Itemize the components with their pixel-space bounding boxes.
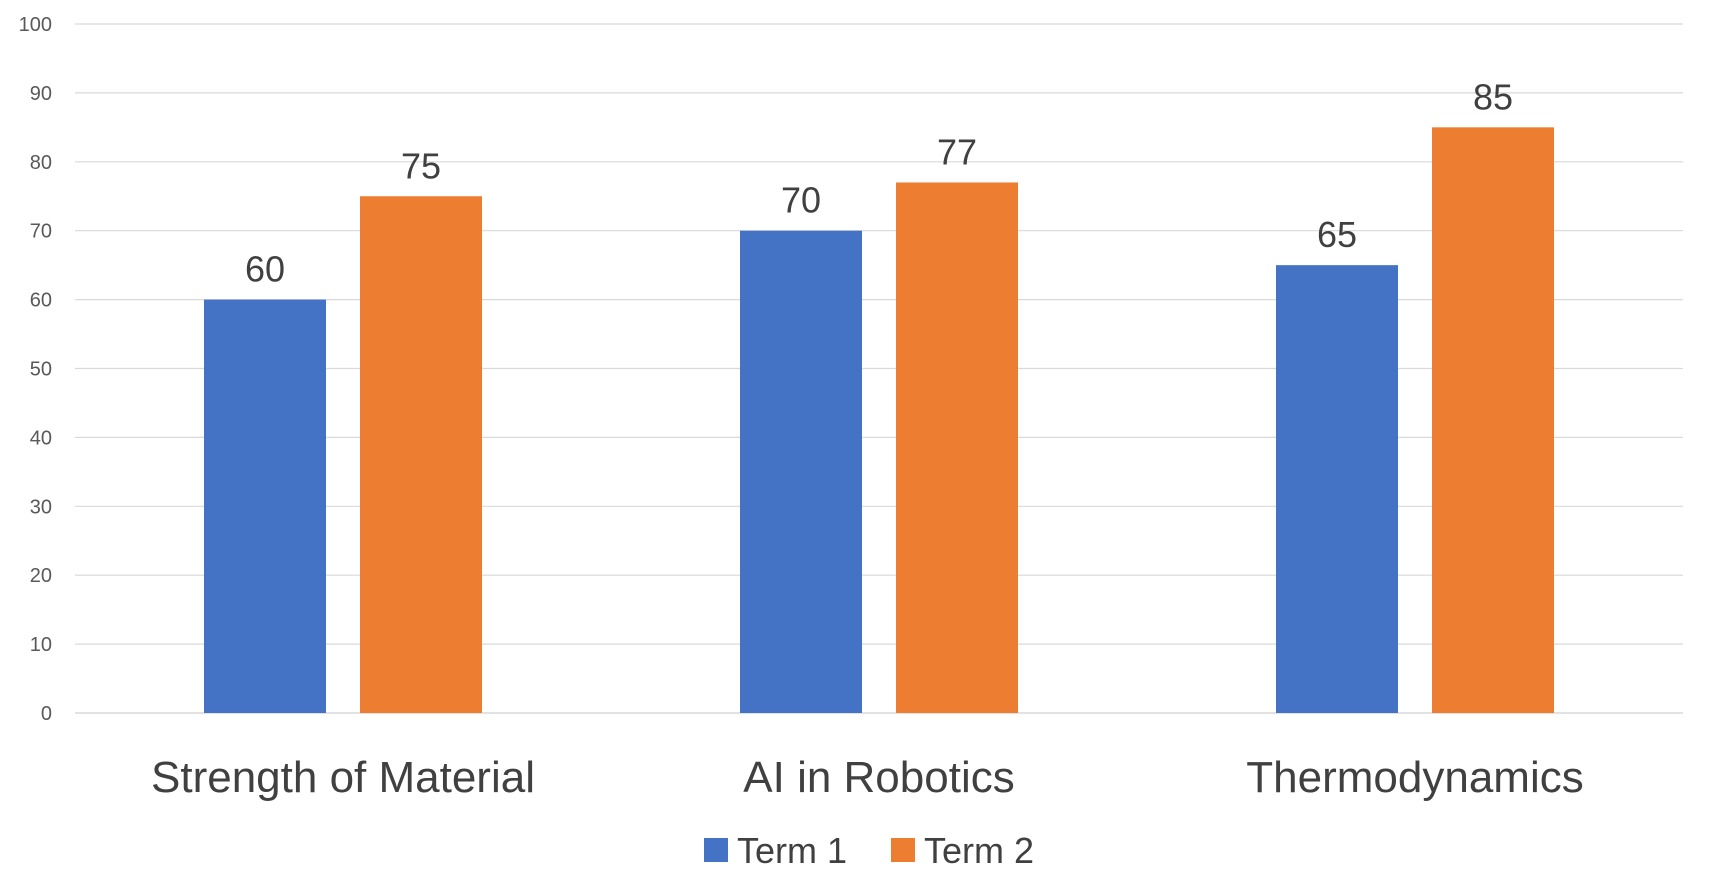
y-tick-label: 20 <box>30 565 52 587</box>
y-tick-label: 40 <box>30 427 52 449</box>
data-labels: 60 75 70 77 65 85 <box>245 76 1513 289</box>
y-tick-label: 50 <box>30 359 52 381</box>
y-tick-label: 0 <box>41 703 52 725</box>
y-tick-label: 70 <box>30 221 52 243</box>
bar <box>896 182 1018 714</box>
bar <box>1432 127 1554 714</box>
y-tick-label: 80 <box>30 152 52 174</box>
y-tick-label: 10 <box>30 634 52 656</box>
legend: Term 1 Term 2 <box>704 830 1034 871</box>
legend-swatch <box>891 838 915 862</box>
x-tick-label: Thermodynamics <box>1246 753 1583 802</box>
x-axis-ticks: Strength of Material AI in Robotics Thermo… <box>151 753 1584 802</box>
data-label: 75 <box>401 145 441 186</box>
bar <box>204 299 326 713</box>
data-label: 65 <box>1317 214 1357 255</box>
data-label: 60 <box>245 249 285 290</box>
y-tick-label: 30 <box>30 496 52 518</box>
data-label: 85 <box>1473 76 1513 117</box>
y-tick-label: 100 <box>19 14 52 36</box>
y-axis-ticks: 0 10 20 30 40 50 60 70 80 90 100 <box>19 14 52 725</box>
legend-label: Term 1 <box>737 830 847 871</box>
legend-swatch <box>704 838 728 862</box>
data-label: 70 <box>781 180 821 221</box>
y-tick-label: 60 <box>30 290 52 312</box>
data-label: 77 <box>937 131 977 172</box>
gridlines <box>75 23 1683 714</box>
bar <box>1276 265 1398 713</box>
x-tick-label: AI in Robotics <box>743 753 1014 802</box>
legend-label: Term 2 <box>924 830 1034 871</box>
x-tick-label: Strength of Material <box>151 753 535 802</box>
bar <box>740 230 862 713</box>
y-tick-label: 90 <box>30 83 52 105</box>
bar <box>360 196 482 713</box>
bars <box>204 127 1554 714</box>
